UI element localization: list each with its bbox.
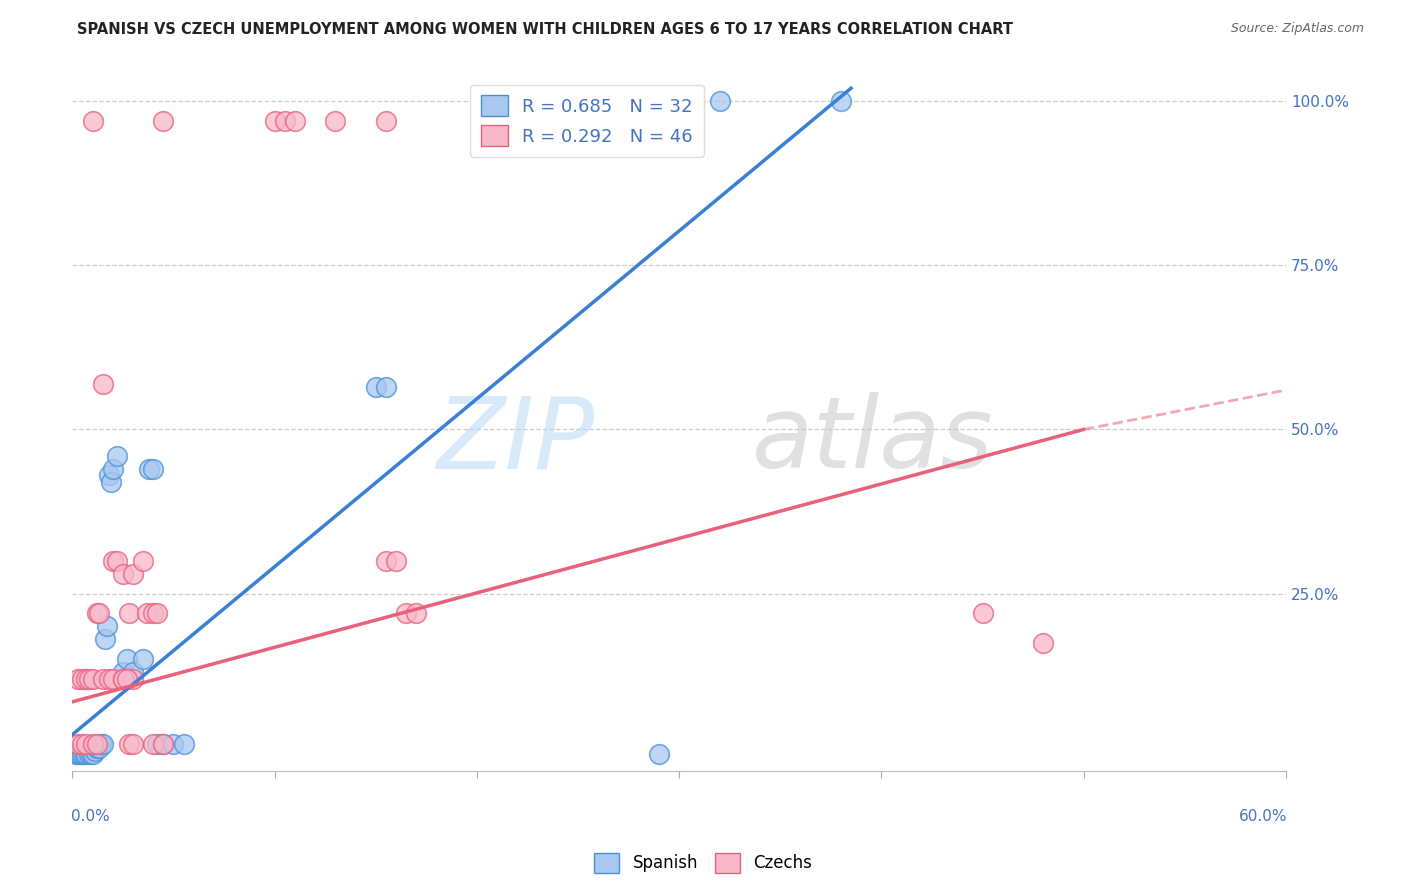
Point <box>86 740 108 755</box>
Point <box>374 554 396 568</box>
Point <box>374 380 396 394</box>
Point <box>118 606 141 620</box>
Point <box>111 665 134 680</box>
Point <box>648 747 671 762</box>
Point <box>146 606 169 620</box>
Point <box>323 114 346 128</box>
Point <box>76 672 98 686</box>
Point <box>136 606 159 620</box>
Text: 60.0%: 60.0% <box>1239 809 1286 824</box>
Legend: Spanish, Czechs: Spanish, Czechs <box>588 847 818 880</box>
Point <box>73 747 96 762</box>
Point <box>138 462 160 476</box>
Point <box>146 738 169 752</box>
Point <box>111 672 134 686</box>
Text: Source: ZipAtlas.com: Source: ZipAtlas.com <box>1230 22 1364 36</box>
Point <box>72 738 94 752</box>
Point <box>142 462 165 476</box>
Point <box>173 738 195 752</box>
Point <box>87 606 110 620</box>
Point <box>67 738 90 752</box>
Point <box>162 738 184 752</box>
Point <box>152 738 174 752</box>
Point <box>111 566 134 581</box>
Point <box>65 747 87 762</box>
Point <box>90 738 112 752</box>
Point <box>115 672 138 686</box>
Point <box>91 738 114 752</box>
Point <box>374 114 396 128</box>
Point <box>67 747 90 762</box>
Point <box>122 738 145 752</box>
Point <box>395 606 418 620</box>
Point <box>364 380 387 394</box>
Point <box>972 606 994 620</box>
Point <box>97 468 120 483</box>
Point <box>101 462 124 476</box>
Point <box>709 95 731 109</box>
Point <box>87 740 110 755</box>
Point <box>263 114 285 128</box>
Point <box>648 114 671 128</box>
Point <box>82 747 104 762</box>
Point <box>77 747 100 762</box>
Point <box>142 606 165 620</box>
Point <box>105 554 128 568</box>
Point <box>122 566 145 581</box>
Point <box>101 554 124 568</box>
Point <box>273 114 295 128</box>
Point <box>97 672 120 686</box>
Point <box>79 747 101 762</box>
Point <box>76 738 98 752</box>
Point <box>96 619 118 633</box>
Point <box>385 554 408 568</box>
Text: ZIP: ZIP <box>436 392 595 489</box>
Point <box>82 738 104 752</box>
Point <box>132 554 155 568</box>
Point <box>100 475 122 489</box>
Text: SPANISH VS CZECH UNEMPLOYMENT AMONG WOMEN WITH CHILDREN AGES 6 TO 17 YEARS CORRE: SPANISH VS CZECH UNEMPLOYMENT AMONG WOME… <box>77 22 1014 37</box>
Point <box>152 738 174 752</box>
Point <box>76 747 98 762</box>
Point <box>142 738 165 752</box>
Point <box>82 672 104 686</box>
Point <box>93 632 115 647</box>
Point <box>284 114 307 128</box>
Point <box>83 744 105 758</box>
Point <box>118 738 141 752</box>
Point <box>830 95 852 109</box>
Point <box>82 114 104 128</box>
Point <box>111 672 134 686</box>
Point <box>115 652 138 666</box>
Legend: R = 0.685   N = 32, R = 0.292   N = 46: R = 0.685 N = 32, R = 0.292 N = 46 <box>470 85 703 157</box>
Point <box>91 672 114 686</box>
Text: 0.0%: 0.0% <box>72 809 110 824</box>
Point <box>86 606 108 620</box>
Point <box>152 114 174 128</box>
Point <box>1032 636 1054 650</box>
Point <box>72 672 94 686</box>
Point <box>132 652 155 666</box>
Point <box>122 672 145 686</box>
Point <box>122 665 145 680</box>
Point <box>69 747 91 762</box>
Point <box>405 606 427 620</box>
Point <box>86 738 108 752</box>
Point <box>101 672 124 686</box>
Point <box>105 449 128 463</box>
Point <box>91 376 114 391</box>
Point <box>72 747 94 762</box>
Text: atlas: atlas <box>752 392 994 489</box>
Point <box>67 672 90 686</box>
Point <box>77 672 100 686</box>
